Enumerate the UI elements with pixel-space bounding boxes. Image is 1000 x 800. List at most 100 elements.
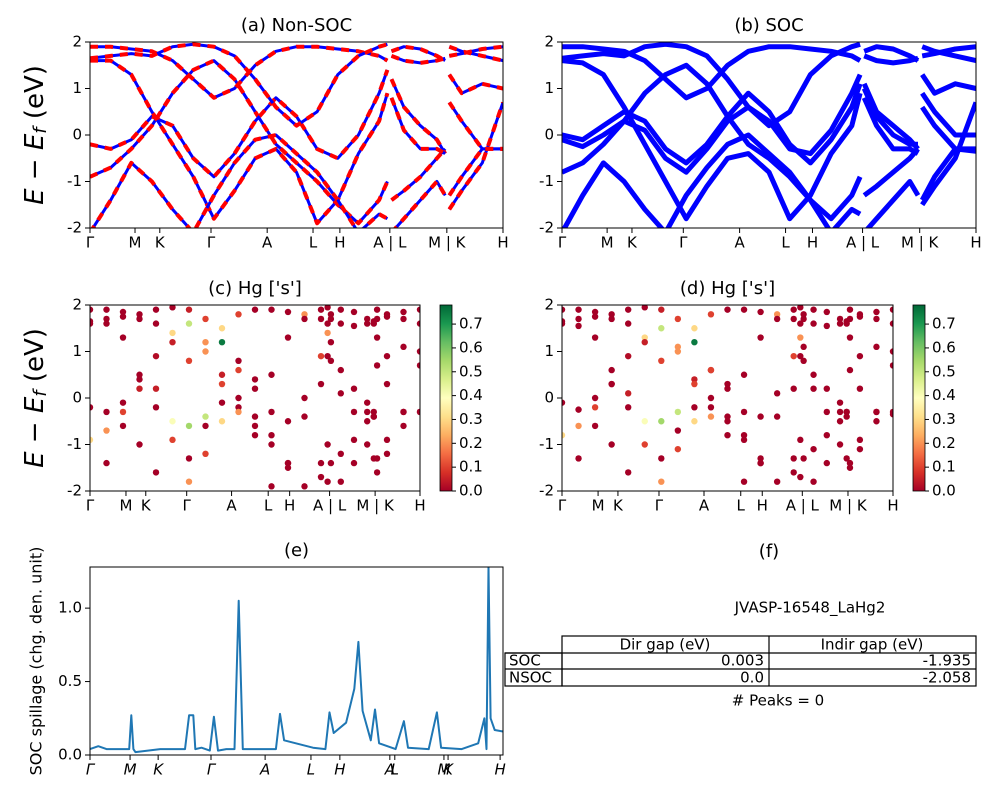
y-axis-label-main: E − E — [20, 396, 50, 468]
y-tick-label: 0 — [72, 126, 82, 144]
band-point — [373, 315, 381, 323]
colorbar-tick-label: 0.1 — [459, 458, 483, 476]
y-tick-label: 1 — [72, 342, 82, 360]
x-tick-label: K — [627, 234, 638, 252]
plot-area — [562, 42, 976, 228]
band-point — [373, 306, 381, 313]
band-point — [251, 413, 259, 420]
band-point — [337, 390, 344, 397]
colorbar-tick-label: 0.0 — [459, 482, 483, 500]
x-tick-label: L — [391, 761, 399, 779]
cell: -1.935 — [923, 652, 971, 670]
band-point — [846, 464, 854, 471]
band-point — [800, 315, 807, 323]
band-point — [674, 408, 682, 416]
band-point — [774, 492, 780, 498]
band-point — [707, 311, 715, 318]
band-point — [856, 385, 864, 392]
band-point — [641, 441, 648, 448]
band-point — [400, 422, 407, 430]
band-point — [658, 455, 665, 462]
band-point — [350, 322, 358, 330]
band-point — [185, 306, 193, 313]
band-point — [823, 432, 830, 439]
row-header: SOC — [509, 652, 541, 670]
band-line — [562, 42, 976, 129]
colorbar-tick-label: 0.1 — [932, 458, 956, 476]
band-point — [591, 404, 599, 411]
band-point — [136, 441, 143, 448]
band-point — [674, 343, 682, 351]
x-tick-label: L — [264, 497, 273, 515]
band-point — [608, 441, 615, 448]
band-point — [641, 339, 648, 346]
panel-title: (c) Hg ['s'] — [208, 278, 302, 299]
y-tick-label: 2 — [544, 296, 554, 314]
band-line — [562, 82, 976, 166]
x-tick-label: Γ — [86, 761, 96, 779]
band-point — [800, 455, 807, 462]
band-point — [641, 418, 648, 425]
band-point — [327, 339, 335, 346]
band-point — [800, 357, 807, 364]
band-point — [185, 455, 193, 462]
band-point — [843, 408, 850, 416]
band-point — [185, 357, 193, 364]
band-point — [268, 483, 275, 490]
band-point — [235, 311, 242, 318]
band-line — [90, 59, 503, 225]
band-line-overlay — [90, 133, 503, 228]
x-tick-label: H — [970, 234, 981, 252]
band-point — [856, 352, 864, 360]
colorbar-tick-label: 0.3 — [459, 410, 483, 428]
column-header: Indir gap (eV) — [821, 636, 924, 654]
band-point — [724, 380, 731, 388]
band-point — [707, 366, 715, 374]
y-axis-label-unit: (eV) — [20, 65, 50, 127]
band-point — [575, 455, 582, 462]
band-point — [202, 422, 209, 430]
band-point — [773, 315, 781, 323]
y-tick-label: -2 — [67, 482, 82, 500]
band-point — [364, 418, 371, 425]
x-tick-label: M | K — [428, 234, 467, 252]
band-point — [797, 320, 804, 327]
band-point — [873, 418, 880, 425]
band-point — [790, 352, 797, 360]
y-tick-label: 1 — [544, 342, 554, 360]
band-point — [370, 408, 377, 416]
band-point — [562, 306, 566, 313]
panel-title: (b) SOC — [734, 15, 803, 36]
x-tick-label: L — [781, 234, 790, 252]
band-point — [625, 390, 632, 397]
x-tick-label: Γ — [207, 761, 217, 779]
band-point — [202, 339, 209, 346]
band-point — [625, 469, 632, 476]
band-point — [119, 308, 127, 316]
band-point — [846, 459, 854, 467]
axes-frame — [561, 304, 894, 492]
band-point — [350, 385, 358, 392]
band-point — [889, 362, 893, 369]
band-point — [846, 306, 854, 313]
band-point — [608, 315, 615, 323]
y-tick-label: 0 — [72, 389, 82, 407]
band-point — [202, 450, 209, 457]
band-point — [364, 320, 371, 327]
band-point — [119, 408, 127, 416]
band-point — [797, 473, 804, 481]
band-point — [364, 399, 371, 406]
band-point — [836, 315, 844, 323]
axes-frame — [89, 41, 504, 229]
band-point — [317, 380, 325, 388]
band-point — [724, 418, 731, 425]
colorbar — [439, 304, 453, 492]
y-tick-label: -2 — [539, 482, 554, 500]
band-point — [103, 408, 110, 416]
band-point — [218, 380, 226, 388]
band-point — [836, 441, 844, 448]
band-point — [856, 445, 864, 453]
band-point — [284, 459, 292, 467]
panel-title: (a) Non-SOC — [241, 15, 352, 36]
colorbar-tick-label: 0.6 — [459, 338, 483, 356]
